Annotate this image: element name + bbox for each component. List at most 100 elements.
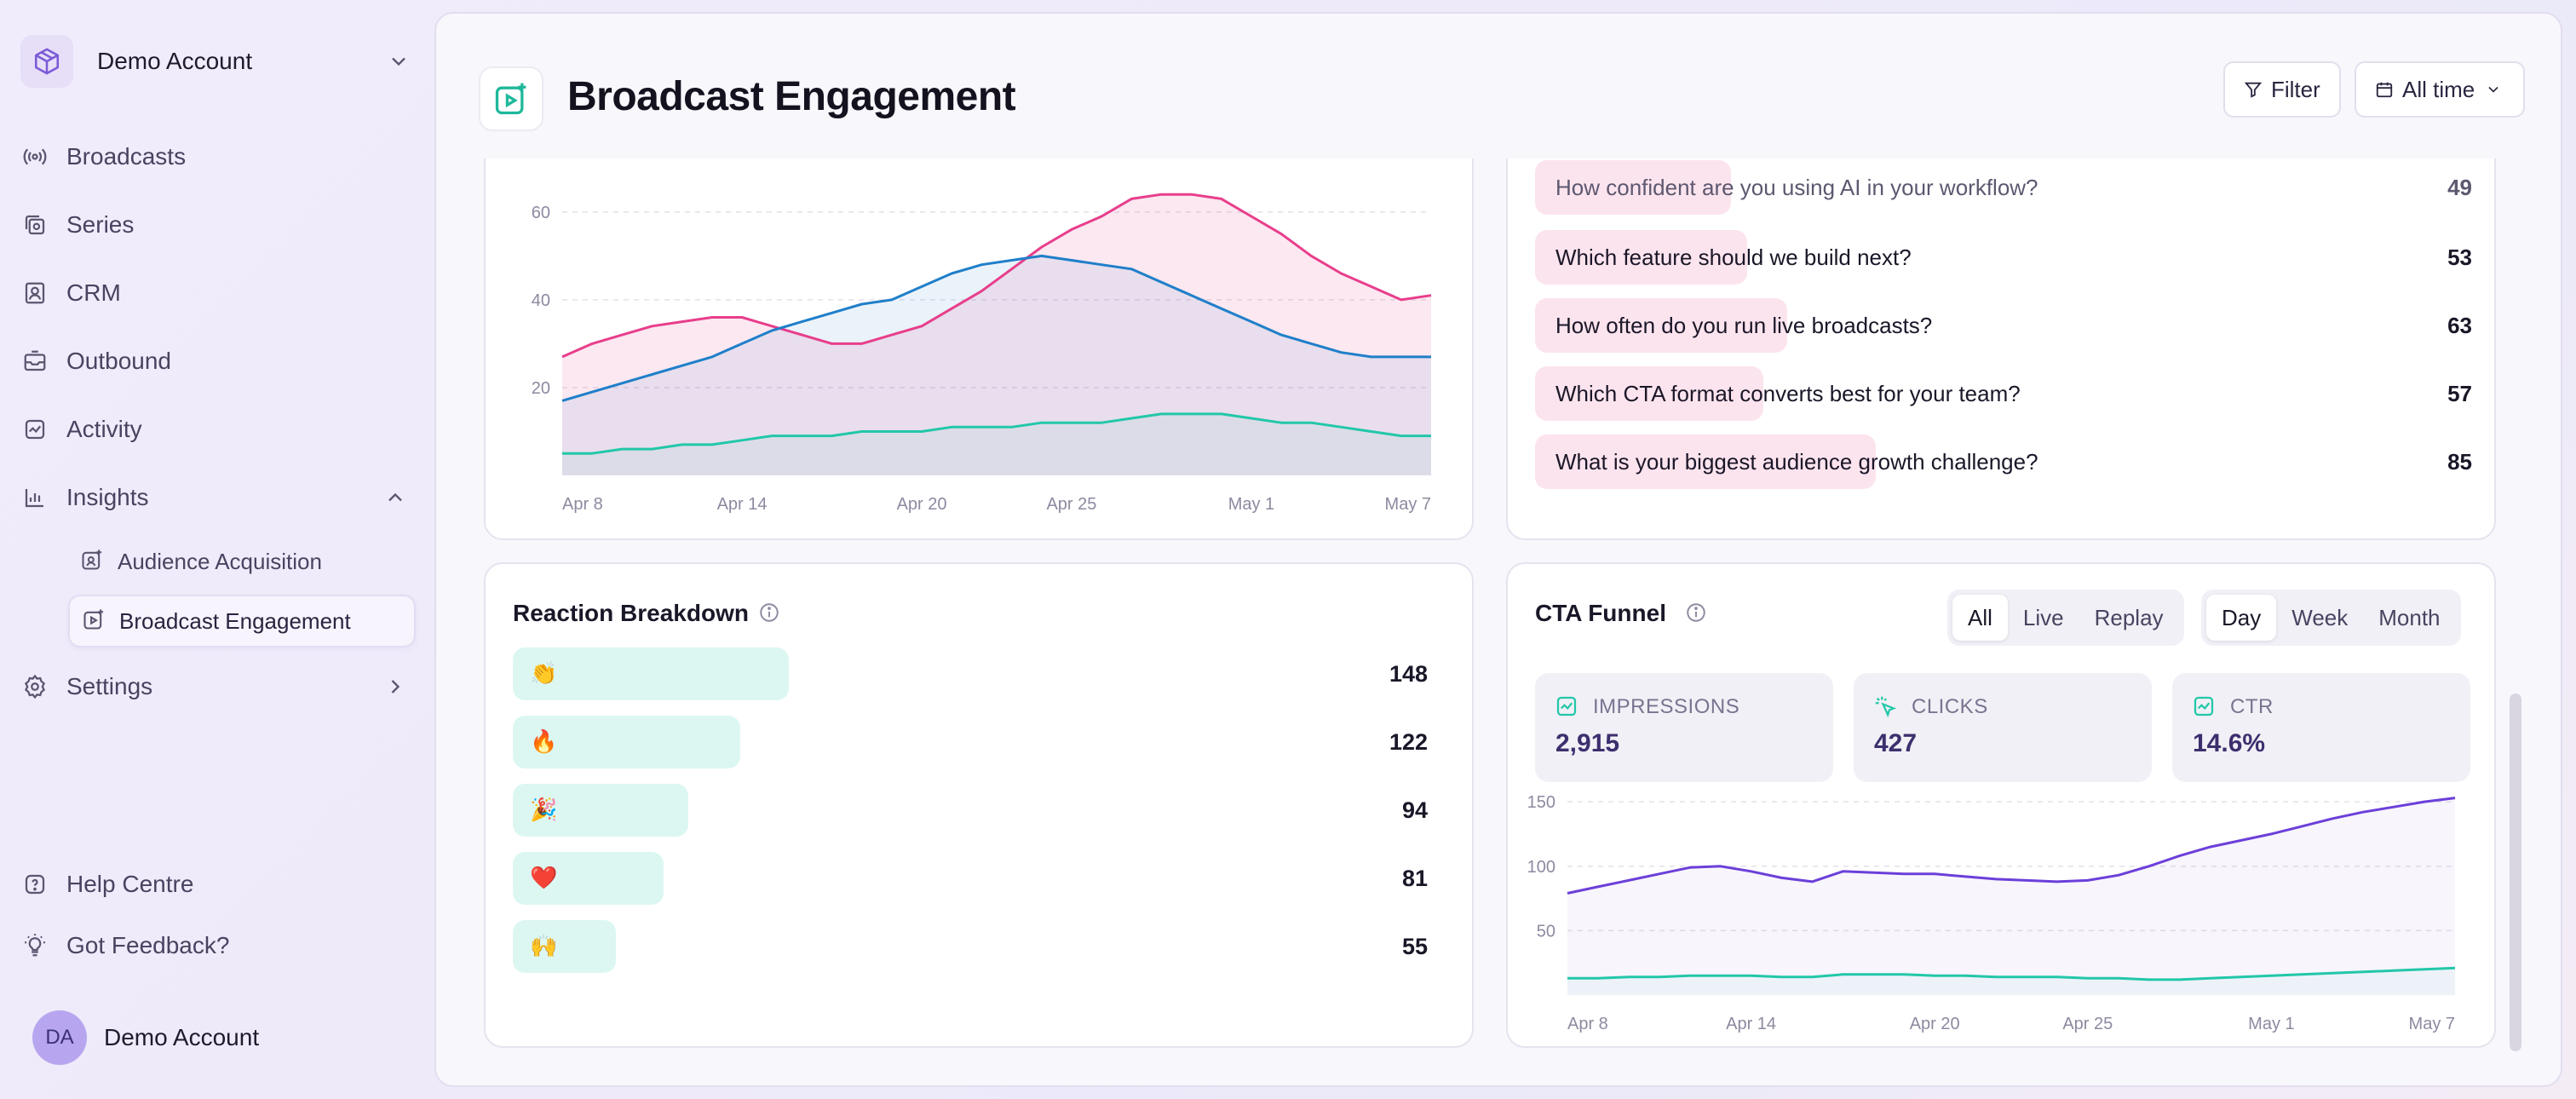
tab-all[interactable]: All — [1952, 595, 2008, 641]
activity-icon — [20, 415, 49, 444]
sidebar-subitem-audience-acquisition[interactable]: Audience Acquisition — [68, 535, 416, 588]
stat-label: CTR — [2230, 695, 2274, 718]
poll-fill-bar — [1535, 434, 1876, 489]
reaction-row: 🎉 94 — [513, 784, 1428, 837]
broadcast-engagement-icon — [479, 66, 543, 131]
series-line — [1567, 797, 2456, 895]
sidebar-item-settings[interactable]: Settings — [20, 659, 421, 714]
y-tick-label: 40 — [532, 291, 550, 310]
account-name: Demo Account — [97, 48, 253, 74]
help-icon — [20, 870, 49, 899]
poll-value: 57 — [2447, 381, 2472, 406]
sidebar-item-label: CRM — [66, 279, 121, 306]
poll-question: What is your biggest audience growth cha… — [1555, 449, 2038, 475]
sidebar-item-broadcasts[interactable]: Broadcasts — [20, 129, 421, 184]
reaction-fill-bar — [513, 716, 740, 768]
chevron-down-icon — [2488, 86, 2498, 93]
tab-day[interactable]: Day — [2206, 595, 2277, 641]
poll-row[interactable]: Which feature should we build next? 53 — [1535, 230, 2472, 285]
stat-value: 14.6% — [2193, 729, 2266, 757]
stat-value: 2,915 — [1555, 729, 1620, 757]
reaction-count: 94 — [1401, 797, 1428, 823]
info-icon[interactable] — [1685, 601, 1707, 624]
stat-label: IMPRESSIONS — [1593, 695, 1740, 718]
date-range-select[interactable]: All time — [2355, 61, 2525, 118]
filter-button[interactable]: Filter — [2223, 61, 2341, 118]
y-tick-label: 150 — [1527, 793, 1555, 812]
x-tick-label: Apr 25 — [2062, 1015, 2113, 1033]
y-tick-label: 50 — [1537, 922, 1555, 941]
x-tick-label: Apr 25 — [1046, 495, 1096, 514]
user-name: Demo Account — [104, 1024, 260, 1050]
sidebar-item-series[interactable]: Series — [20, 198, 421, 252]
poll-row[interactable]: How confident are you using AI in your w… — [1535, 160, 2472, 215]
series-line — [561, 254, 1431, 402]
series-area — [562, 194, 1431, 475]
tab-live[interactable]: Live — [2022, 604, 2064, 630]
stat-value: 427 — [1874, 729, 1918, 757]
sidebar-subitem-broadcast-engagement[interactable]: Broadcast Engagement — [68, 595, 416, 647]
poll-row[interactable]: How often do you run live broadcasts? 63 — [1535, 298, 2472, 353]
poll-value: 85 — [2447, 449, 2472, 475]
insights-icon — [20, 483, 49, 512]
sidebar-item-label: Settings — [66, 673, 153, 699]
gear-icon — [20, 672, 49, 701]
tab-replay[interactable]: Replay — [2094, 604, 2164, 630]
reaction-row: 🙌 55 — [513, 920, 1428, 973]
card-title: Reaction Breakdown — [513, 600, 749, 626]
tab-month[interactable]: Month — [2378, 604, 2441, 630]
poll-fill-bar — [1535, 298, 1787, 353]
sidebar-item-activity[interactable]: Activity — [20, 402, 421, 457]
sidebar-item-label: Audience Acquisition — [118, 548, 322, 574]
x-tick-label: May 1 — [2248, 1015, 2294, 1033]
reaction-count: 55 — [1401, 934, 1428, 959]
chevron-up-icon — [388, 492, 402, 502]
info-icon[interactable] — [758, 601, 780, 624]
x-tick-label: May 7 — [2409, 1015, 2455, 1033]
account-logo-icon — [20, 35, 73, 88]
user-profile[interactable]: DA Demo Account — [32, 1010, 259, 1065]
series-area — [1567, 968, 2455, 995]
sidebar-item-label: Help Centre — [66, 871, 194, 897]
sidebar-item-crm[interactable]: CRM — [20, 266, 421, 320]
poll-question: How confident are you using AI in your w… — [1555, 175, 2038, 200]
reaction-row: 🔥 122 — [513, 716, 1428, 768]
sidebar-item-insights[interactable]: Insights — [20, 470, 421, 525]
sidebar-item-outbound[interactable]: Outbound — [20, 334, 421, 388]
y-tick-label: 20 — [532, 379, 550, 398]
scrollbar[interactable] — [2510, 693, 2521, 1051]
poll-row[interactable]: Which CTA format converts best for your … — [1535, 366, 2472, 421]
feedback-link[interactable]: Got Feedback? — [20, 918, 421, 973]
poll-question: Which CTA format converts best for your … — [1555, 381, 2021, 406]
broadcast-icon — [20, 142, 49, 171]
sidebar-item-label: Got Feedback? — [66, 932, 230, 958]
x-tick-label: Apr 20 — [897, 495, 947, 514]
stat-clicks: CLICKS 427 — [1854, 673, 2152, 782]
chevron-down-icon — [392, 57, 405, 66]
outbound-icon — [20, 347, 49, 376]
x-tick-label: May 7 — [1385, 495, 1431, 514]
page-title: Broadcast Engagement — [567, 74, 1016, 119]
x-tick-label: Apr 14 — [717, 495, 768, 514]
y-tick-label: 100 — [1527, 858, 1555, 877]
engagement-icon — [82, 607, 106, 636]
reaction-fill-bar — [513, 647, 789, 700]
series-line — [1567, 966, 2456, 981]
reaction-breakdown-card: Reaction Breakdown 👏 148 🔥 122 🎉 94 ❤️ 8… — [484, 562, 1474, 1048]
poll-value: 49 — [2447, 175, 2472, 200]
help-centre-link[interactable]: Help Centre — [20, 857, 421, 912]
reaction-row: ❤️ 81 — [513, 852, 1428, 905]
poll-row[interactable]: What is your biggest audience growth cha… — [1535, 434, 2472, 489]
x-tick-label: Apr 8 — [562, 495, 603, 514]
x-tick-label: Apr 20 — [1910, 1015, 1960, 1033]
x-tick-label: Apr 8 — [1567, 1015, 1608, 1033]
account-switcher[interactable]: Demo Account — [20, 34, 419, 89]
broadcast-type-toggle: All Live Replay — [1947, 590, 2184, 646]
card-title: CTA Funnel — [1535, 600, 1666, 626]
series-line — [562, 412, 1431, 455]
poll-value: 63 — [2447, 313, 2472, 338]
stat-impressions: IMPRESSIONS 2,915 — [1535, 673, 1833, 782]
calendar-icon — [2376, 82, 2393, 98]
tab-week[interactable]: Week — [2291, 604, 2349, 630]
